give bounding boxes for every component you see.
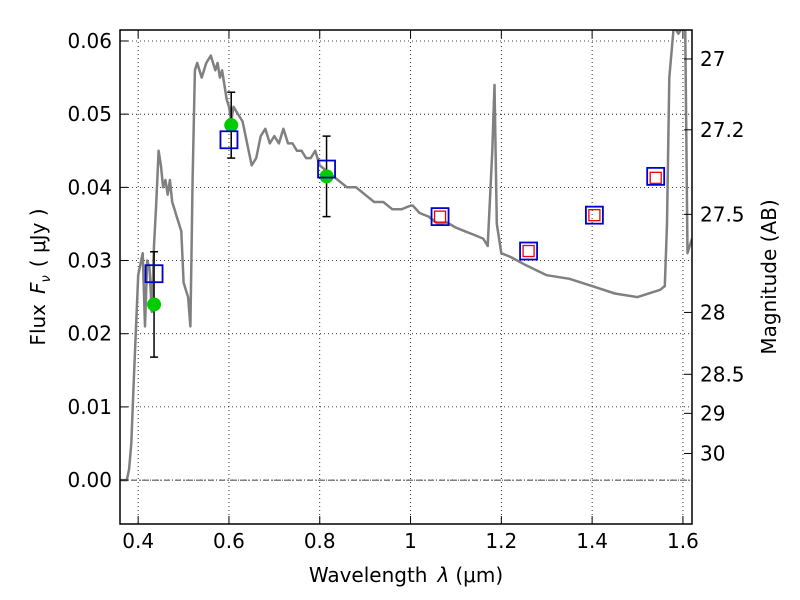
y-axis-label-unit: ( μJy ) [26,208,50,267]
data-point-observed [224,118,239,133]
y2-tick-label: 28.5 [700,362,745,386]
y-tick-label: 0.04 [67,175,112,199]
y2-tick-label: 30 [700,442,725,466]
y-tick-label: 0.01 [67,395,112,419]
y2-tick-label: 27.2 [700,118,745,142]
model-marker-red [649,171,662,184]
y-tick-label: 0.00 [67,468,112,492]
y-axis-label-word: Flux [26,304,50,346]
plot-frame [119,29,693,525]
right-axis-label: Magnitude (AB) [757,199,781,354]
y-tick-label: 0.03 [67,249,112,273]
spectrum-line [120,30,692,482]
model-marker-red [522,244,535,258]
x-tick-label: 1.6 [667,529,699,553]
model-marker-red [588,209,601,222]
model-marker-blue [646,166,666,186]
x-axis-label: Wavelength λ (μm) [309,563,503,587]
y2-tick-label: 28 [700,300,725,324]
model-marker-red [433,210,447,223]
model-marker-blue [584,205,604,225]
x-axis-label-symbol: λ [437,563,450,587]
y2-tick-label: 27.5 [700,202,745,226]
y2-tick-label: 27 [700,47,725,71]
y-axis-label: Flux Fν ( μJy ) [26,208,54,345]
model-marker-blue [144,264,164,284]
model-marker-blue [219,130,239,150]
x-tick-label: 1.2 [485,529,517,553]
x-axis-label-unit: (μm) [455,563,503,587]
data-point-observed [319,169,334,184]
y-tick-label: 0.06 [67,29,112,53]
plot-area [120,30,692,524]
x-axis-label-word: Wavelength [309,563,428,587]
y-axis-label-subscript: ν [39,275,54,282]
y-tick-label: 0.02 [67,322,112,346]
x-tick-label: 0.4 [122,529,154,553]
x-tick-label: 1.4 [576,529,608,553]
x-tick-label: 0.6 [213,529,245,553]
model-marker-blue [317,159,336,179]
model-marker-blue [519,241,538,261]
y2-tick-label: 29 [700,401,725,425]
x-tick-label: 0.8 [304,529,336,553]
x-tick-label: 1 [404,529,417,553]
series-layer [120,30,692,482]
y-axis-label-symbol: F [26,282,50,294]
y-tick-label: 0.05 [67,102,112,126]
model-marker-blue [430,207,450,227]
tick-labels: 0.4 0.6 0.8 1 1.2 1.4 1.6 0.00 0.01 0.02 0.03 0.04 0… [67,29,744,553]
data-point-observed [147,297,162,312]
ticks [120,30,692,524]
